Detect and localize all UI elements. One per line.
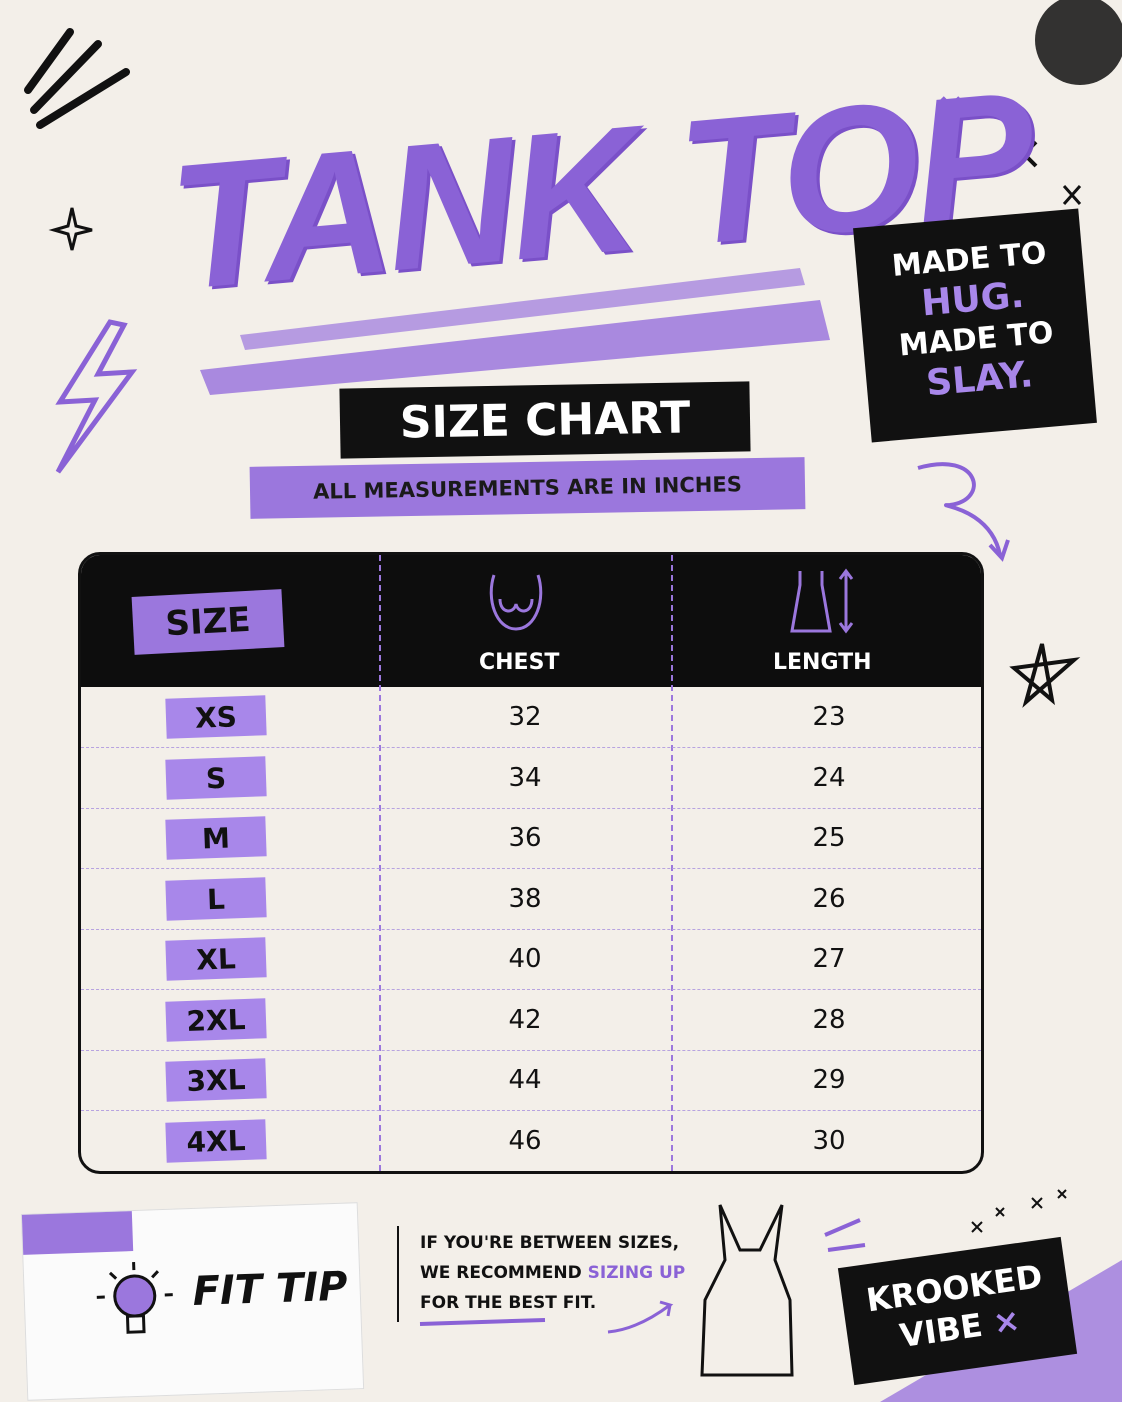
chest-cell: 34 [508,762,542,793]
length-cell: 26 [812,883,846,914]
chest-cell: 46 [508,1125,542,1156]
fit-tip-card: FIT TIP [20,1202,365,1401]
length-cell: 30 [812,1125,846,1156]
column-header: CHEST [479,650,560,675]
chest-cell: 42 [508,1004,542,1035]
fit-tip-title: FIT TIP [191,1263,349,1315]
tip-line: WE RECOMMEND SIZING UP [420,1258,685,1288]
length-cell: 27 [812,944,846,974]
size-cell: 4XL [165,1118,267,1163]
table-row: 3XL 44 29 [81,1050,981,1111]
length-cell: 23 [812,702,846,732]
bulb-icon [96,1261,173,1334]
table-row: S 34 24 [81,748,981,809]
chest-cell: 32 [508,702,542,732]
size-cell: M [165,816,267,860]
length-icon [790,568,854,634]
chest-icon [489,574,543,631]
subtitle: SIZE CHART [339,381,751,459]
note: ALL MEASUREMENTS ARE IN INCHES [249,457,806,519]
fit-tip-text: IF YOU'RE BETWEEN SIZES, WE RECOMMEND SI… [420,1228,685,1318]
table-row: 4XL 46 30 [81,1111,981,1171]
table-row: M 36 25 [81,808,981,869]
tip-text: WE RECOMMEND [420,1263,582,1283]
column-divider [379,555,381,1171]
size-table: SIZE CHEST LENGTH XS 32 23 S 34 24 M 36 25 L 38 26 X… [78,552,984,1174]
table-row: L 38 26 [81,869,981,930]
brand-x: × [990,1300,1023,1342]
size-cell: XL [165,937,267,981]
chest-cell: 40 [508,944,542,974]
length-cell: 24 [812,762,846,793]
chest-cell: 38 [508,883,542,914]
length-cell: 25 [812,823,846,853]
table-row: XS 32 23 [81,687,981,748]
tip-line: FOR THE BEST FIT. [420,1293,597,1313]
size-cell: 3XL [165,1058,267,1102]
table-header: SIZE CHEST LENGTH [81,555,981,687]
table-row: XL 40 27 [81,929,981,990]
tip-line: IF YOU'RE BETWEEN SIZES, [420,1233,680,1253]
size-cell: S [165,755,267,800]
tape [21,1211,134,1255]
size-cell: 2XL [165,997,267,1042]
badge: MADE TO HUG. MADE TO SLAY. [853,208,1097,443]
column-divider [671,555,673,1171]
length-cell: 28 [812,1004,846,1035]
size-cell: L [165,876,267,921]
tip-highlight: SIZING UP [587,1263,686,1283]
size-cell: XS [165,695,267,739]
column-header: SIZE [131,589,285,655]
column-header: LENGTH [773,650,872,675]
chest-cell: 36 [508,823,542,853]
chest-cell: 44 [508,1065,542,1095]
length-cell: 29 [812,1065,846,1095]
table-row: 2XL 42 28 [81,990,981,1051]
